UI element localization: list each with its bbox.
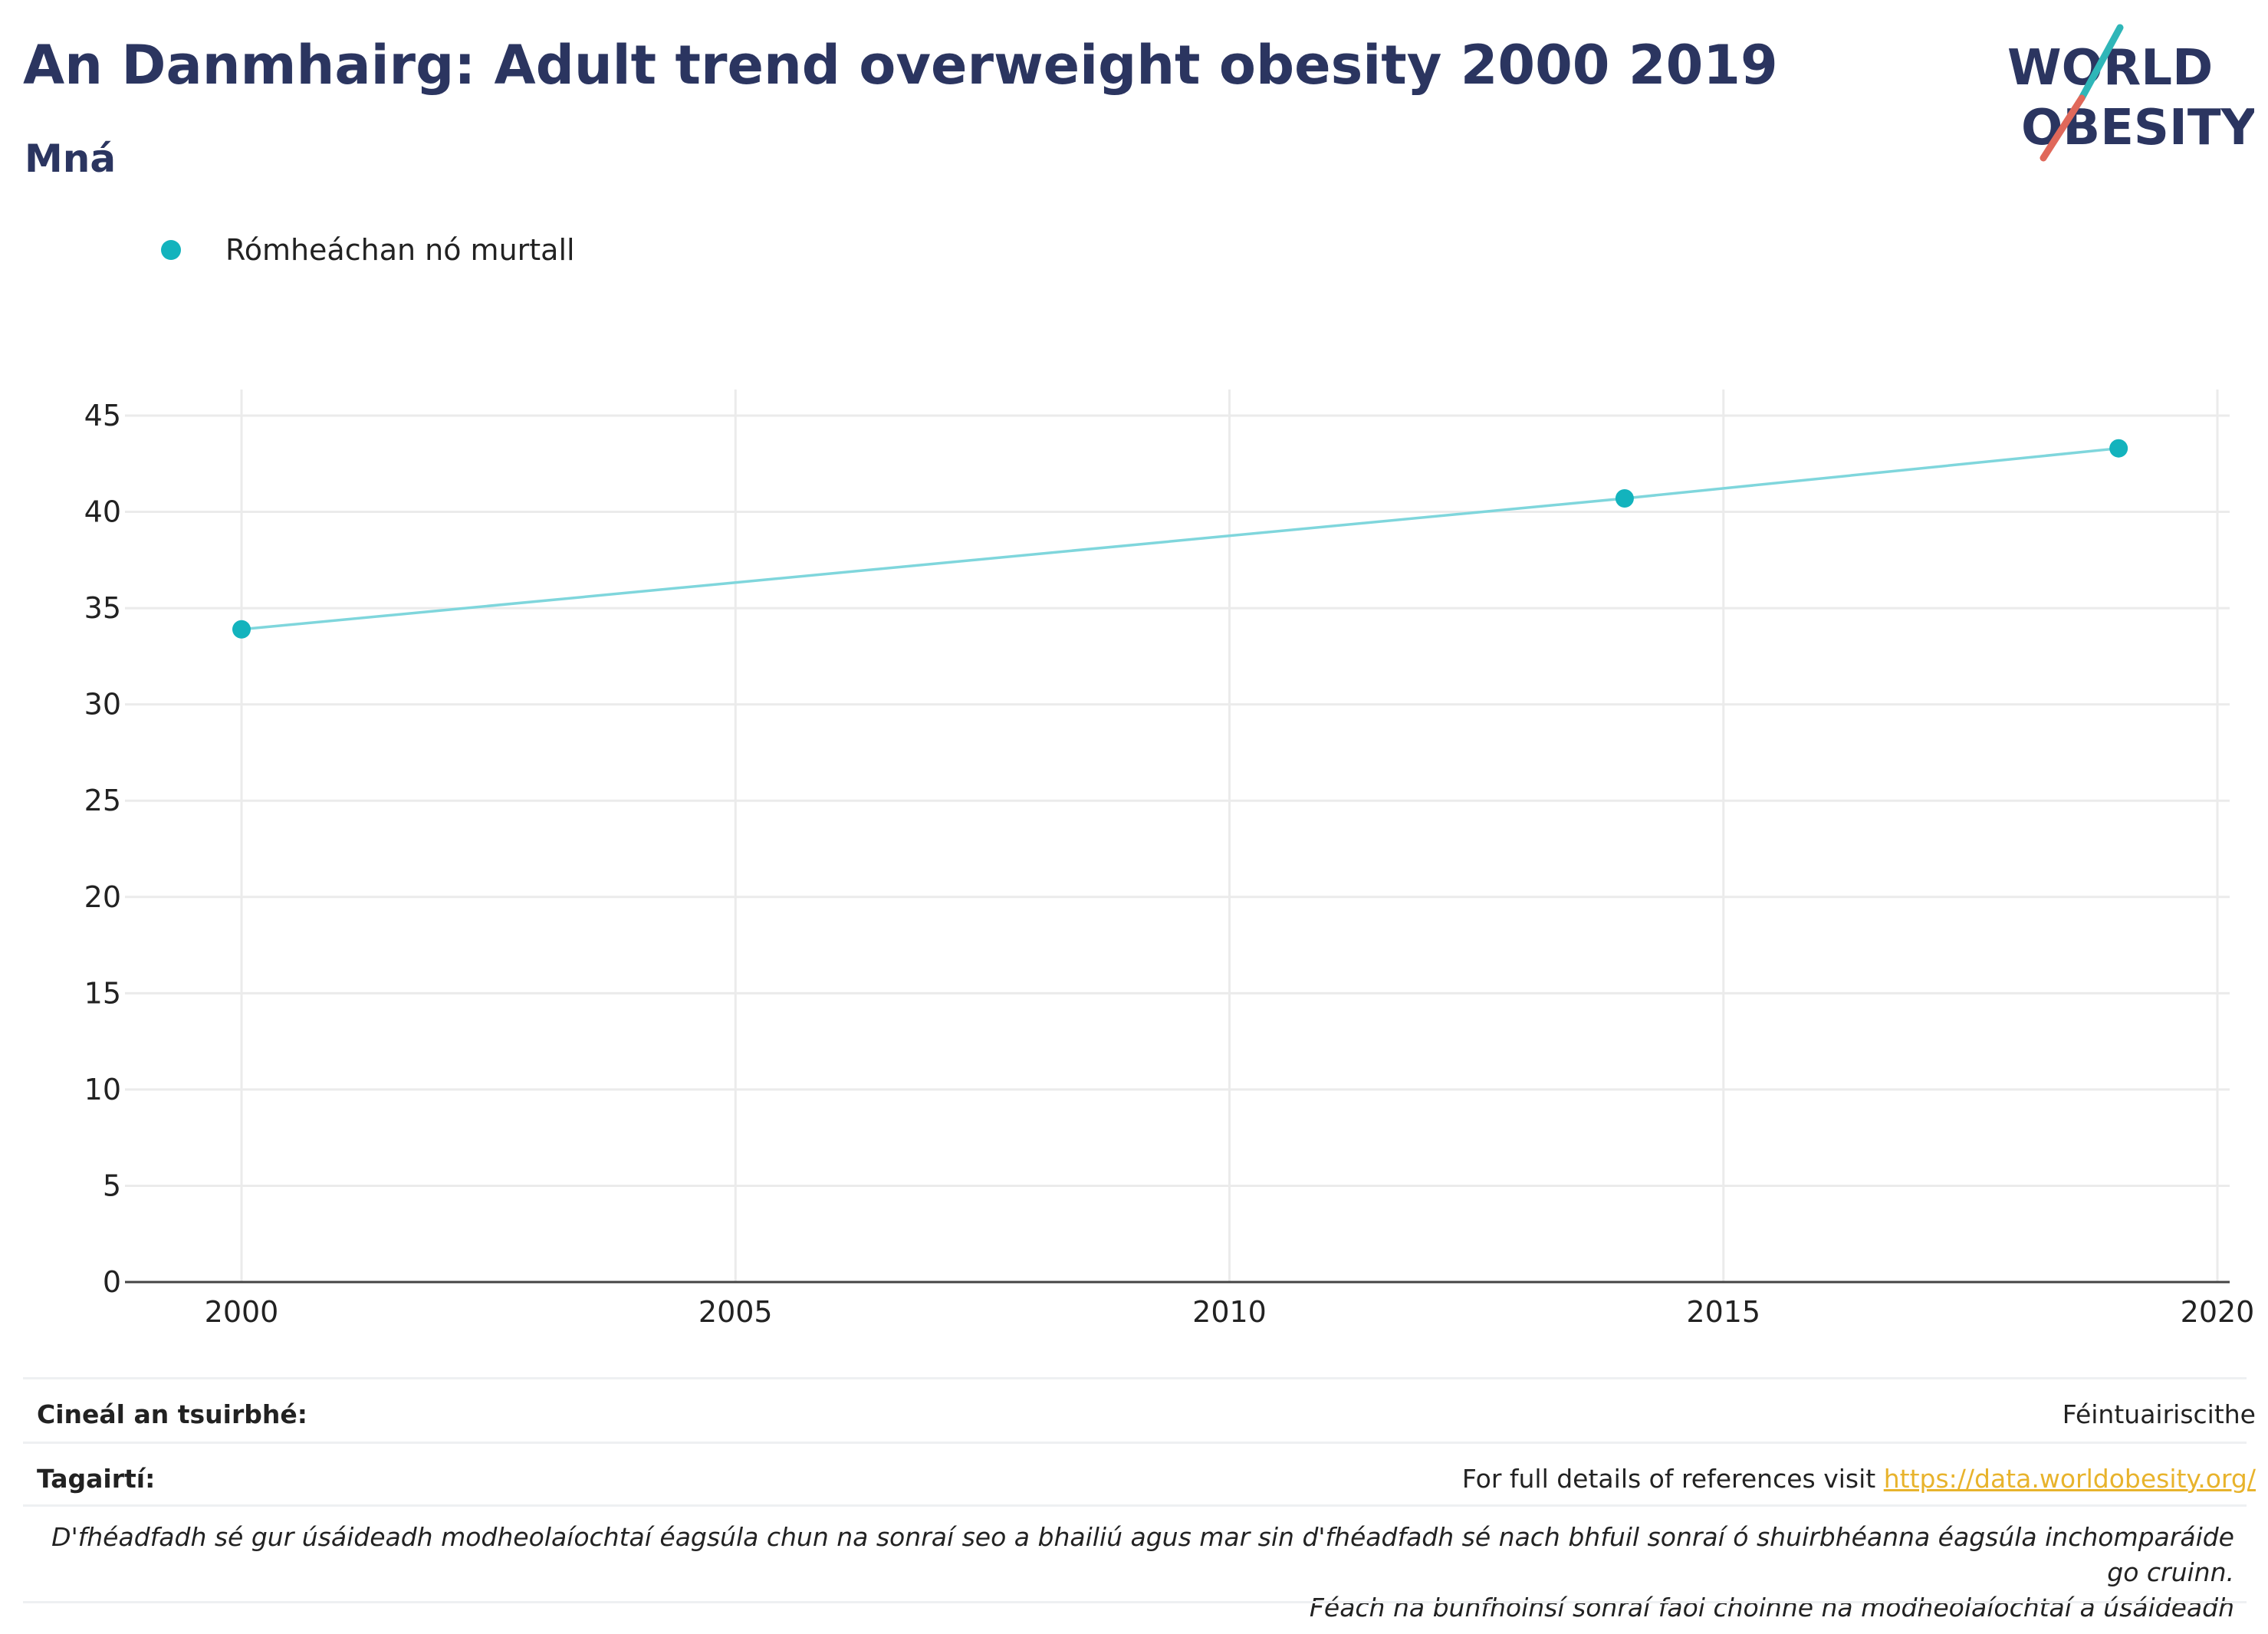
page-subtitle: Mná xyxy=(25,136,117,181)
y-tick-label: 25 xyxy=(84,784,121,817)
world-obesity-logo: WORLD OBESITY xyxy=(2007,24,2254,162)
references-prefix: For full details of references visit xyxy=(1461,1463,1884,1494)
x-tick-label: 2020 xyxy=(2181,1295,2255,1329)
y-tick-label: 30 xyxy=(84,688,121,722)
methodology-note: D'fhéadfadh sé gur úsáideadh modheolaíoc… xyxy=(41,1520,2234,1626)
x-tick-label: 2015 xyxy=(1686,1295,1760,1329)
y-tick-label: 35 xyxy=(84,591,121,625)
chart-legend: Rómheáchan nó murtall xyxy=(161,227,575,273)
y-tick-label: 20 xyxy=(84,880,121,914)
footer-divider xyxy=(23,1377,2247,1379)
line-chart: 0 5 10 15 20 25 30 35 40 45 2000 2005 2010 2015 2020 xyxy=(84,390,2255,1329)
references-link[interactable]: https://data.worldobesity.org/ xyxy=(1883,1463,2256,1494)
survey-type-value: Féintuairiscithe xyxy=(2062,1399,2256,1429)
methodology-note-line-2: Féach na bunfhoinsí sonraí faoi choinne … xyxy=(1309,1593,2234,1622)
y-tick-label: 40 xyxy=(84,495,121,529)
survey-type-label: Cineál an tsuirbhé: xyxy=(37,1399,307,1429)
footer-divider xyxy=(23,1442,2247,1444)
y-tick-label: 45 xyxy=(84,399,121,432)
y-tick-label: 10 xyxy=(84,1073,121,1106)
svg-text:OBESITY: OBESITY xyxy=(2021,100,2254,156)
series-line xyxy=(241,446,2119,631)
references-text: For full details of references visit htt… xyxy=(1462,1464,2256,1494)
data-point xyxy=(2109,439,2128,458)
data-point xyxy=(232,620,251,639)
y-tick-label: 0 xyxy=(103,1265,121,1299)
y-tick-label: 15 xyxy=(84,976,121,1010)
x-tick-label: 2000 xyxy=(205,1295,279,1329)
legend-marker xyxy=(161,240,181,260)
methodology-note-line-1: D'fhéadfadh sé gur úsáideadh modheolaíoc… xyxy=(51,1522,2234,1587)
survey-type-row: Cineál an tsuirbhé: Féintuairiscithe xyxy=(37,1389,2256,1438)
x-tick-label: 2005 xyxy=(698,1295,773,1329)
y-tick-label: 5 xyxy=(103,1169,121,1202)
references-label: Tagairtí: xyxy=(37,1463,156,1494)
footer-divider xyxy=(23,1601,2247,1603)
references-row: Tagairtí: For full details of references… xyxy=(37,1454,2256,1503)
footer-divider xyxy=(23,1504,2247,1507)
page-title: An Danmhairg: Adult trend overweight obe… xyxy=(23,34,1778,97)
data-point xyxy=(1615,488,1634,508)
legend-label: Rómheáchan nó murtall xyxy=(225,233,575,267)
x-tick-label: 2010 xyxy=(1192,1295,1267,1329)
